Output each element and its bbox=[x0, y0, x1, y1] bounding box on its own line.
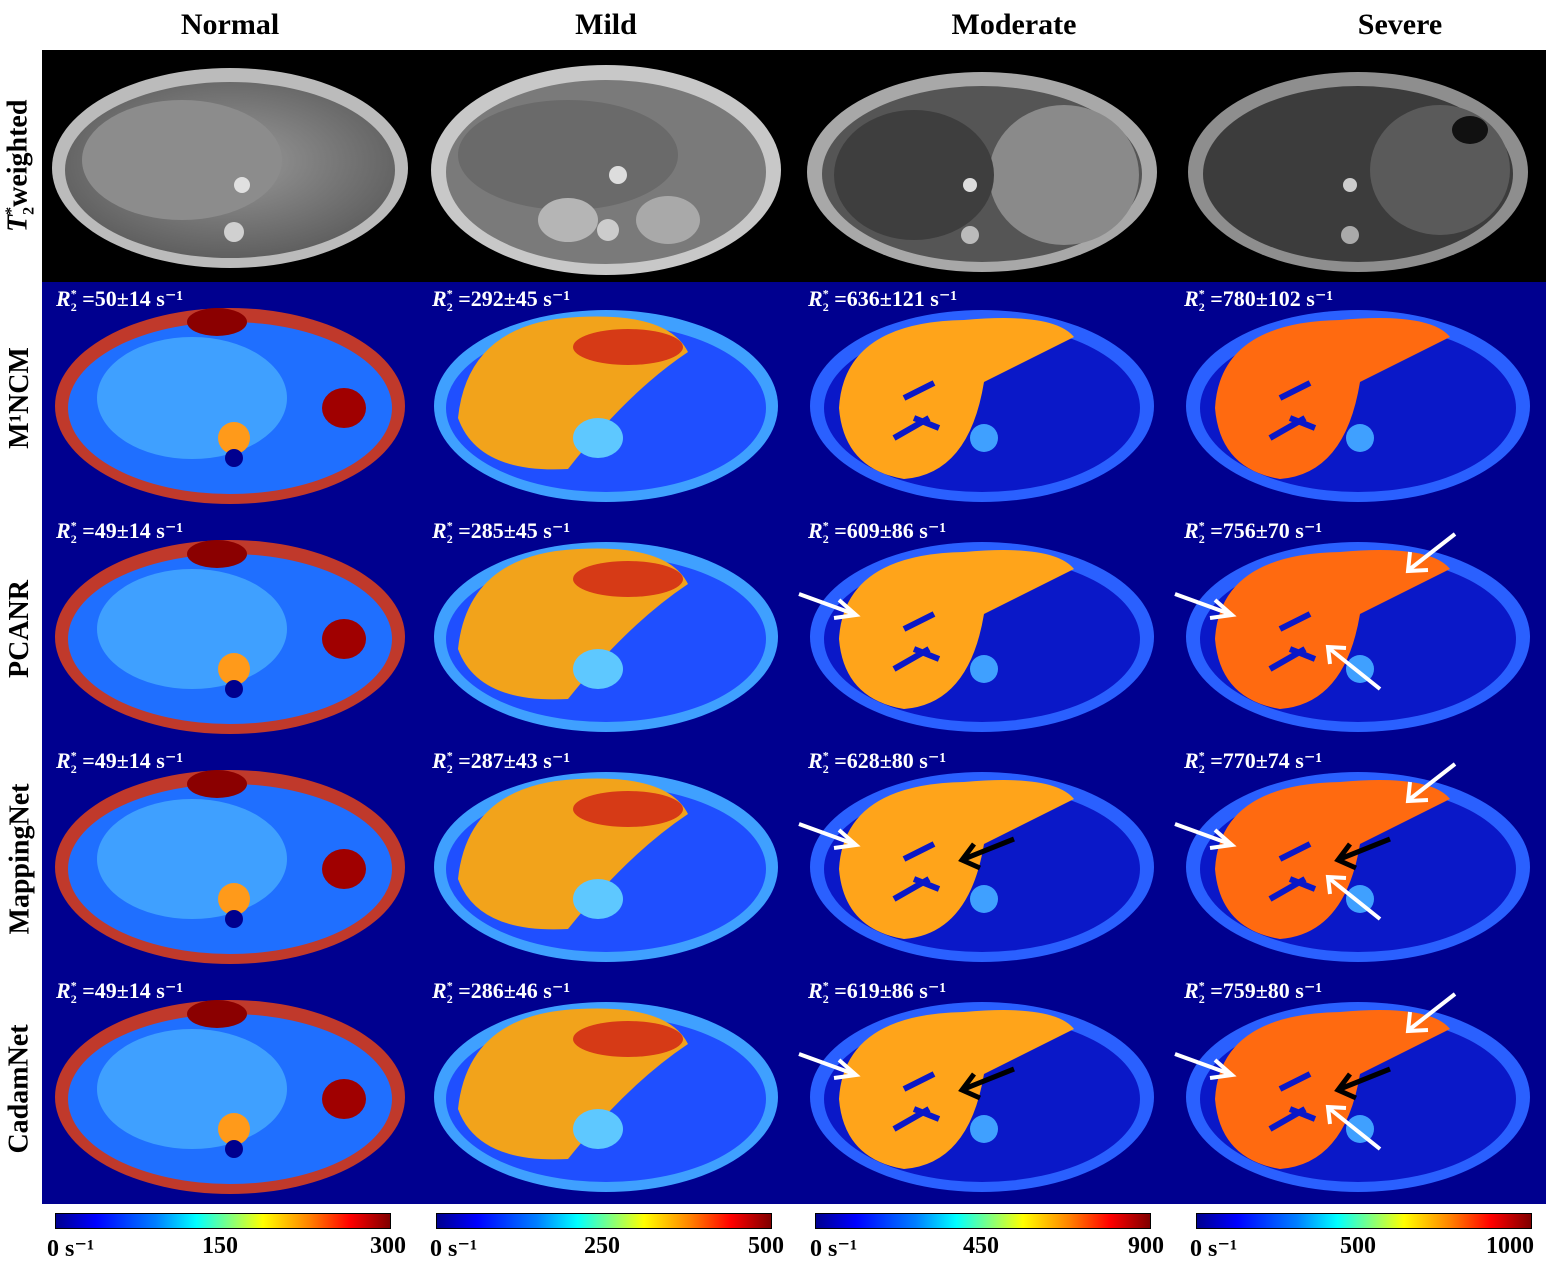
r2-value-label: R*2 =49±14 s⁻¹ bbox=[56, 518, 184, 547]
r2-value-label: R*2 =286±46 s⁻¹ bbox=[432, 978, 571, 1007]
r2-value-label: R*2 =759±80 s⁻¹ bbox=[1184, 978, 1323, 1007]
r2-value-label: R*2 =609±86 s⁻¹ bbox=[808, 518, 947, 547]
colorbar-mild-mid: 250 bbox=[584, 1233, 620, 1259]
colorbar-normal bbox=[55, 1213, 391, 1229]
colorbar-mild bbox=[436, 1213, 772, 1229]
colorbar-moderate-max: 900 bbox=[1128, 1233, 1164, 1259]
colorbar-normal-min: 0 s⁻¹ bbox=[47, 1236, 95, 1262]
row-label-cadamnet: CadamNet bbox=[4, 1024, 35, 1154]
r2-map-mappingnet-severe: R*2 =770±74 s⁻¹ bbox=[1170, 744, 1546, 974]
colorbar-normal-mid: 150 bbox=[202, 1233, 238, 1259]
r2-value-label: R*2 =49±14 s⁻¹ bbox=[56, 978, 184, 1007]
colorbar-moderate bbox=[815, 1213, 1151, 1229]
r2-value-label: R*2 =287±43 s⁻¹ bbox=[432, 748, 571, 777]
colorbar-severe-max: 1000 bbox=[1486, 1233, 1534, 1259]
column-header-severe: Severe bbox=[1357, 8, 1443, 41]
r2-map-cadamnet-severe: R*2 =759±80 s⁻¹ bbox=[1170, 974, 1546, 1204]
r2-map-m1ncm-severe: R*2 =780±102 s⁻¹ bbox=[1170, 282, 1546, 514]
colorbar-moderate-mid: 450 bbox=[963, 1233, 999, 1259]
t2w-image-normal bbox=[42, 50, 418, 282]
r2-map-cadamnet-moderate: R*2 =619±86 s⁻¹ bbox=[794, 974, 1170, 1204]
colorbar-mild-max: 500 bbox=[748, 1233, 784, 1259]
row-label-t2-weighted: T*2 weighted bbox=[2, 99, 37, 233]
colorbar-severe-min: 0 s⁻¹ bbox=[1190, 1236, 1238, 1262]
r2-map-pcanr-mild: R*2 =285±45 s⁻¹ bbox=[418, 514, 794, 744]
r2-map-m1ncm-normal: R*2 =50±14 s⁻¹ bbox=[42, 282, 418, 514]
r2-map-m1ncm-moderate: R*2 =636±121 s⁻¹ bbox=[794, 282, 1170, 514]
colorbar-mild-min: 0 s⁻¹ bbox=[430, 1236, 478, 1262]
r2-value-label: R*2 =770±74 s⁻¹ bbox=[1184, 748, 1323, 777]
colorbar-moderate-min: 0 s⁻¹ bbox=[810, 1236, 858, 1262]
r2-map-m1ncm-mild: R*2 =292±45 s⁻¹ bbox=[418, 282, 794, 514]
r2-map-cadamnet-normal: R*2 =49±14 s⁻¹ bbox=[42, 974, 418, 1204]
column-header-normal: Normal bbox=[180, 8, 280, 41]
row-label-m1ncm: M¹NCM bbox=[4, 347, 36, 449]
t2w-image-moderate bbox=[794, 50, 1170, 282]
r2-value-label: R*2 =50±14 s⁻¹ bbox=[56, 286, 184, 315]
r2-map-pcanr-severe: R*2 =756±70 s⁻¹ bbox=[1170, 514, 1546, 744]
colorbar-severe bbox=[1196, 1213, 1532, 1229]
r2-value-label: R*2 =292±45 s⁻¹ bbox=[432, 286, 571, 315]
r2-map-pcanr-normal: R*2 =49±14 s⁻¹ bbox=[42, 514, 418, 744]
r2-map-cadamnet-mild: R*2 =286±46 s⁻¹ bbox=[418, 974, 794, 1204]
column-header-moderate: Moderate bbox=[951, 8, 1077, 41]
column-header-mild: Mild bbox=[575, 8, 637, 41]
row-label-mappingnet: MappingNet bbox=[4, 783, 35, 935]
colorbar-severe-mid: 500 bbox=[1340, 1233, 1376, 1259]
row-label-pcanr: PCANR bbox=[4, 580, 35, 678]
r2-map-mappingnet-moderate: R*2 =628±80 s⁻¹ bbox=[794, 744, 1170, 974]
t2w-image-severe bbox=[1170, 50, 1546, 282]
r2-value-label: R*2 =636±121 s⁻¹ bbox=[808, 286, 958, 315]
r2-map-mappingnet-mild: R*2 =287±43 s⁻¹ bbox=[418, 744, 794, 974]
r2-value-label: R*2 =780±102 s⁻¹ bbox=[1184, 286, 1334, 315]
r2-value-label: R*2 =756±70 s⁻¹ bbox=[1184, 518, 1323, 547]
t2w-image-mild bbox=[418, 50, 794, 282]
r2-value-label: R*2 =628±80 s⁻¹ bbox=[808, 748, 947, 777]
r2-map-pcanr-moderate: R*2 =609±86 s⁻¹ bbox=[794, 514, 1170, 744]
r2-value-label: R*2 =619±86 s⁻¹ bbox=[808, 978, 947, 1007]
colorbar-normal-max: 300 bbox=[370, 1233, 406, 1259]
r2-map-mappingnet-normal: R*2 =49±14 s⁻¹ bbox=[42, 744, 418, 974]
r2-value-label: R*2 =285±45 s⁻¹ bbox=[432, 518, 571, 547]
r2-value-label: R*2 =49±14 s⁻¹ bbox=[56, 748, 184, 777]
